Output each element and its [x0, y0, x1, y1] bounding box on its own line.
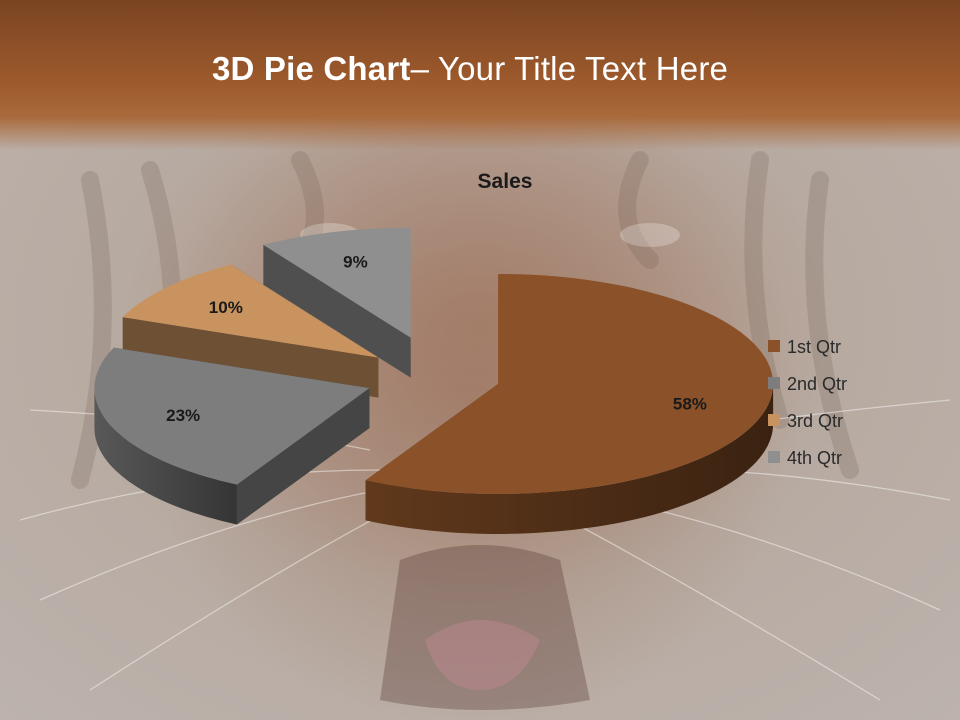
pie-slice-3-top — [122, 264, 379, 358]
pie-slices: 58% 23% 10% 9% — [94, 227, 774, 534]
pie-slice-1 — [365, 273, 774, 534]
pie-slice-2-top — [94, 347, 370, 485]
title-banner — [0, 0, 960, 150]
chart-legend: 1st Qtr 2nd Qtr 3rd Qtr 4th Qtr — [768, 337, 847, 468]
legend-swatch — [768, 414, 780, 426]
data-label-3: 10% — [209, 298, 243, 317]
legend-item-4: 4th Qtr — [768, 448, 842, 468]
pie-slice-1-side — [365, 383, 774, 534]
pie-slice-2 — [94, 347, 370, 525]
data-label-1: 58% — [673, 395, 707, 414]
legend-swatch — [768, 340, 780, 352]
legend-label: 2nd Qtr — [787, 374, 847, 394]
legend-label: 1st Qtr — [787, 337, 841, 357]
pie-slice-3-wall-1 — [122, 317, 379, 398]
legend-item-1: 1st Qtr — [768, 337, 841, 357]
slide-title: 3D Pie Chart– Your Title Text Here — [0, 50, 940, 88]
legend-label: 3rd Qtr — [787, 411, 843, 431]
data-label-4: 9% — [343, 253, 368, 272]
chart-title: Sales — [478, 170, 533, 193]
slide-title-rest: – Your Title Text Here — [410, 50, 729, 87]
legend-label: 4th Qtr — [787, 448, 842, 468]
legend-item-3: 3rd Qtr — [768, 411, 843, 431]
legend-swatch — [768, 451, 780, 463]
legend-item-2: 2nd Qtr — [768, 374, 847, 394]
pie-slice-3 — [122, 264, 379, 398]
pie-slice-4 — [263, 227, 411, 378]
pie-slice-4-top — [263, 227, 411, 338]
pie-slice-1-top — [365, 273, 774, 494]
legend-swatch — [768, 377, 780, 389]
pie-slice-4-wall-1 — [263, 244, 411, 378]
data-label-2: 23% — [166, 406, 200, 425]
slide-title-bold: 3D Pie Chart — [211, 50, 411, 87]
pie-slice-2-side — [94, 388, 237, 525]
